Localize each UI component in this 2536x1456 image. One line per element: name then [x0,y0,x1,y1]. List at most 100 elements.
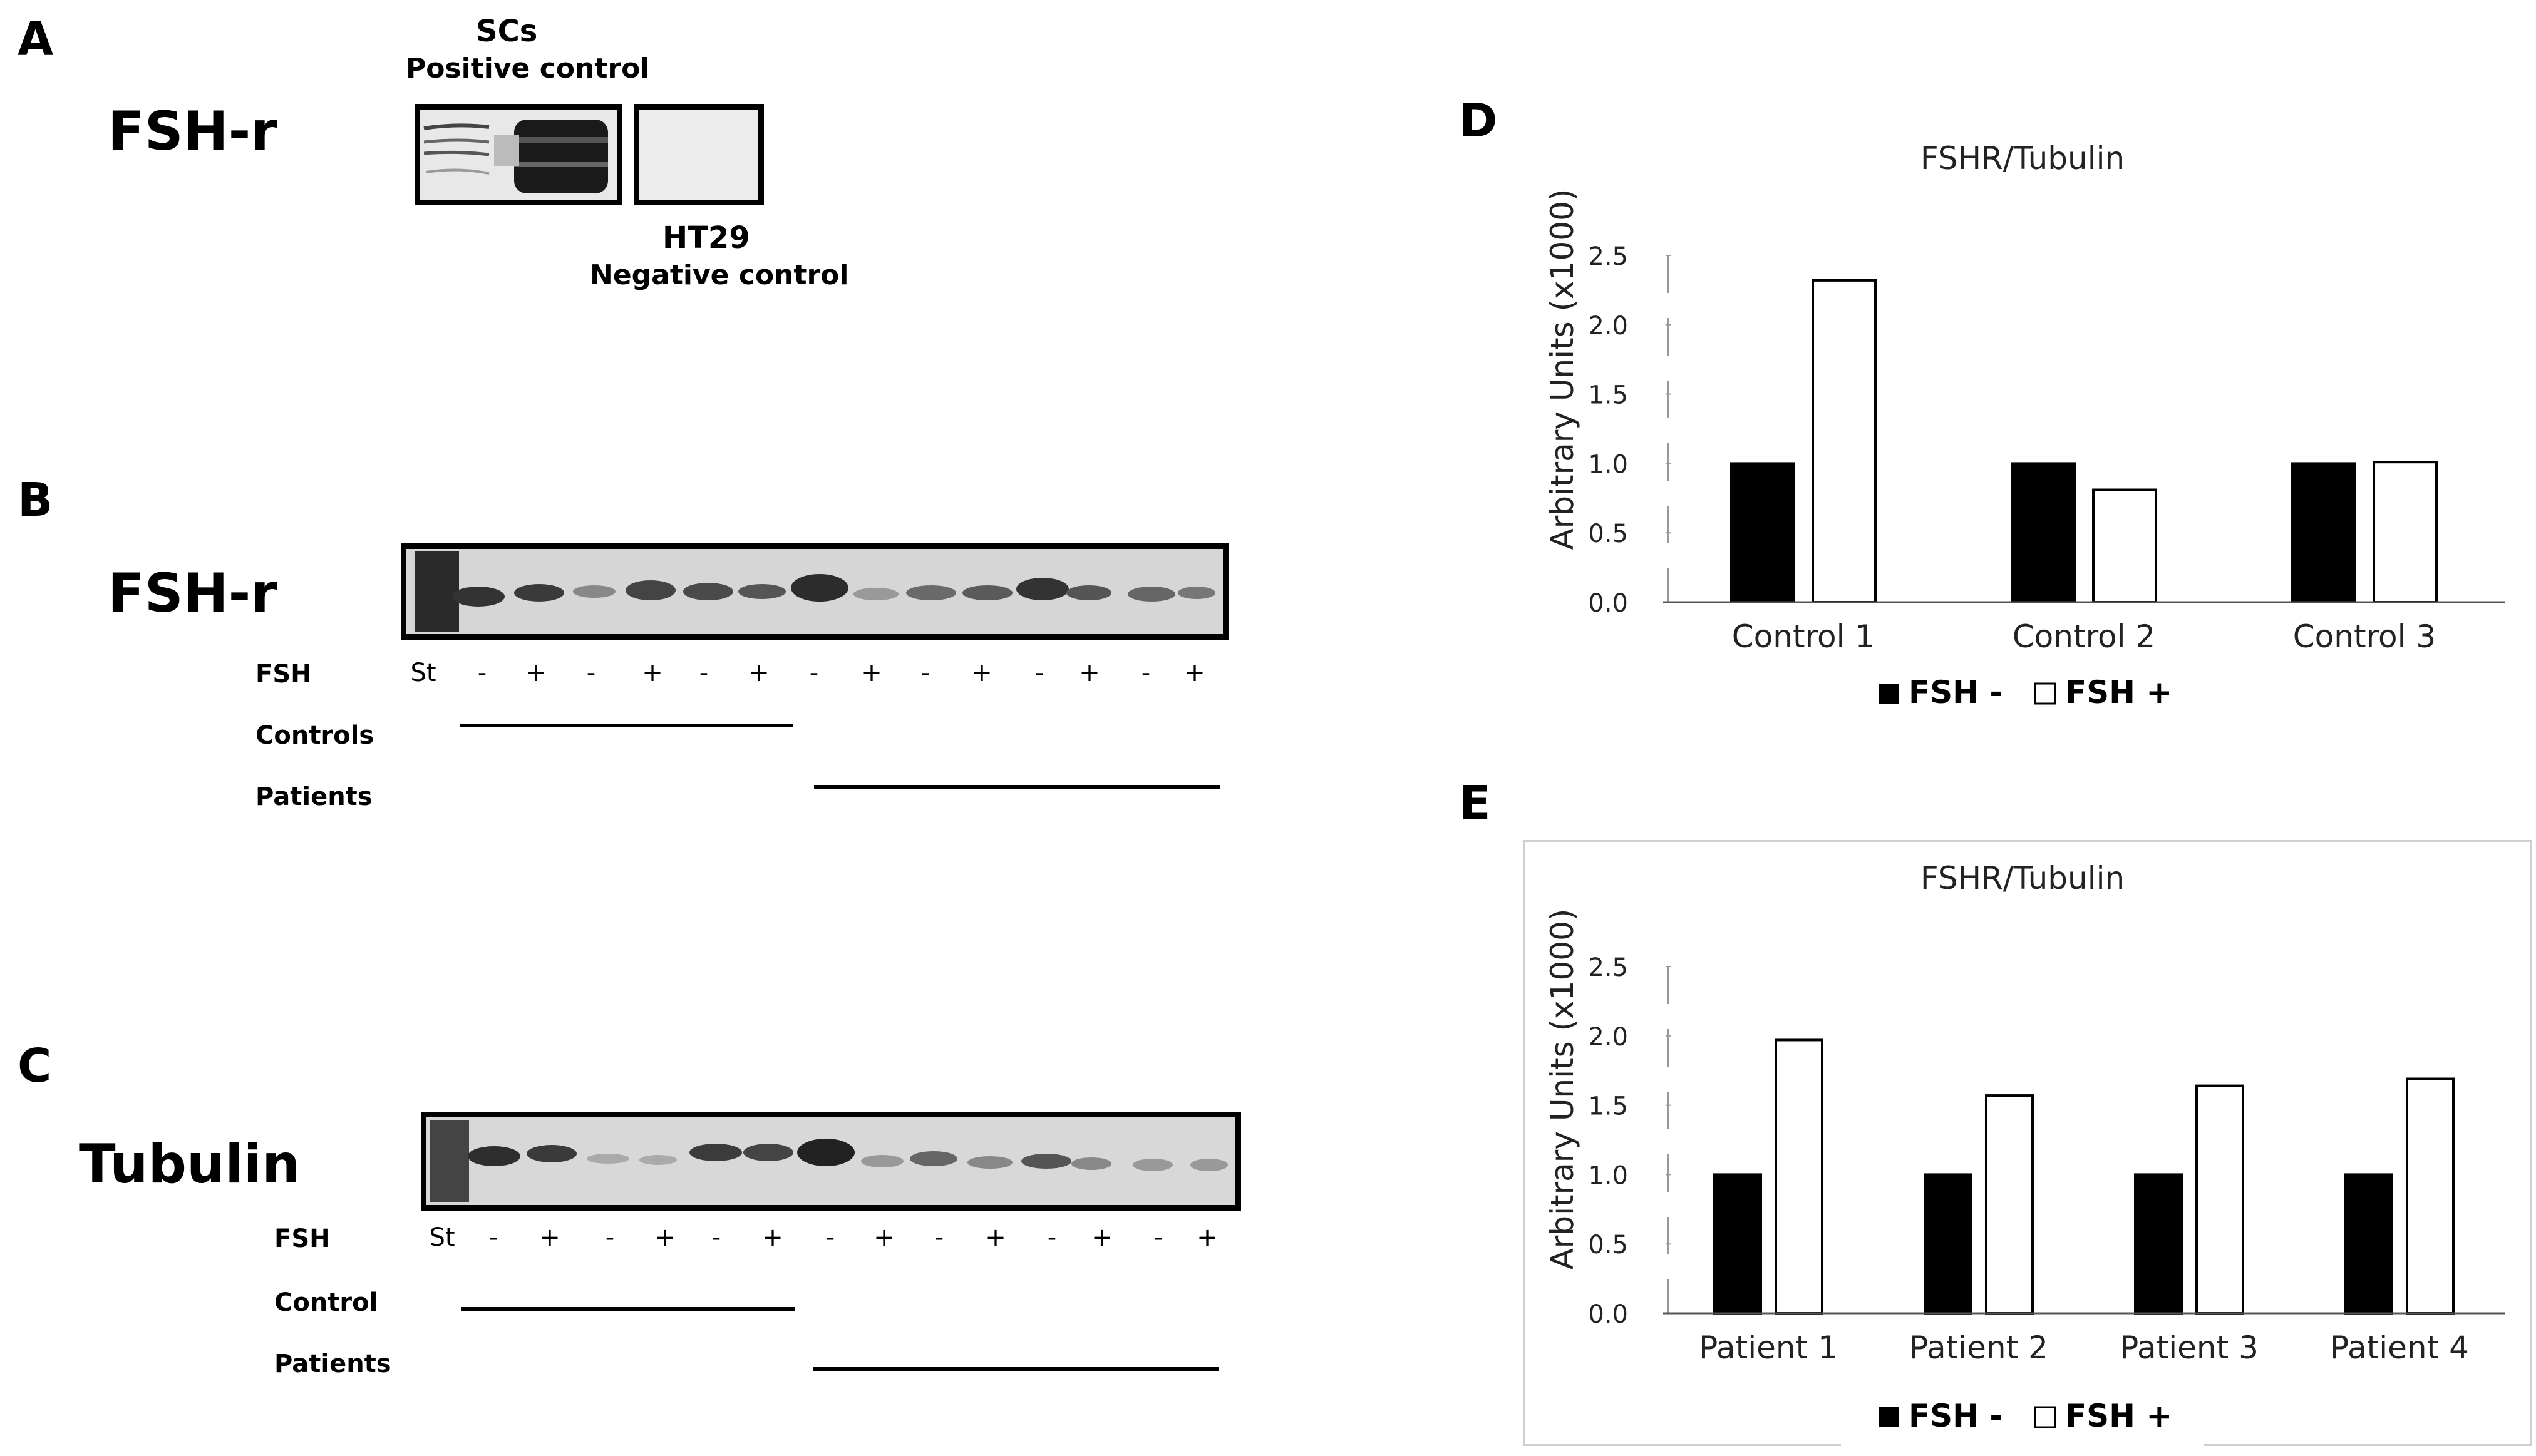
panel-c-control-label: Control [274,1288,378,1317]
panel-b-title: FSH-r [108,562,277,625]
panel-c-patients-label: Patients [274,1350,391,1378]
chart-e-legend: FSH - FSH + [1879,1398,2172,1434]
chart-e-xlabel-3: Patient 4 [2330,1330,2469,1366]
panel-c-lane-7: - [825,1223,835,1252]
panel-c-lane-1: - [488,1223,498,1252]
chart-d-title: FSHR/Tubulin [1920,140,2125,177]
panel-b-lane-4: + [642,659,663,687]
panel-b-bands [406,549,1223,634]
chart-d-bar-plus-0 [1812,279,1877,603]
positive-control-bands [420,110,617,200]
positive-control-subtitle: Positive control [406,53,650,85]
panel-b-letter: B [18,473,53,527]
chart-e-legend-plus: FSH + [2065,1398,2172,1434]
panel-b-blot [401,543,1229,640]
chart-d-bar-plus-2 [2373,461,2438,604]
panel-c-blot [421,1112,1241,1211]
negative-control-blot [634,104,764,205]
negative-control-title: HT29 [662,220,750,255]
panel-e-letter: E [1459,776,1491,830]
panel-b-lane-3: - [586,659,596,687]
chart-d-ytick-0: 0.0 [1588,589,1628,618]
panel-b-lane-10: + [971,659,992,687]
panel-c-lane-5: - [711,1223,721,1252]
panel-c-title: Tubulin [79,1133,301,1196]
chart-e-bar-plus-0 [1775,1038,1823,1315]
chart-e-title: FSHR/Tubulin [1920,860,2125,896]
panel-b-lane-0: St [410,659,436,687]
panel-b-controls-line [460,724,793,727]
chart-d-bar-minus-0 [1730,462,1795,604]
panel-c-lane-11: - [1047,1223,1057,1252]
panel-c-lane-2: + [539,1223,560,1252]
chart-d-ylabel: Arbitrary Units (x1000) [1544,189,1580,550]
panel-b-lane-8: + [861,659,882,687]
panel-b-lane-2: + [525,659,547,687]
positive-control-blot [415,104,622,205]
chart-d-bar-plus-1 [2092,488,2157,604]
chart-e-ytick-5: 2.5 [1588,953,1628,982]
positive-control-title: SCs [476,14,538,49]
panel-c-lane-14: + [1197,1223,1218,1252]
chart-e-bar-minus-3 [2344,1173,2393,1315]
panel-d-letter: D [1459,94,1498,148]
panel-c-lane-6: + [762,1223,783,1252]
chart-e-ytick-3: 1.5 [1588,1092,1628,1121]
panel-b-lane-6: + [748,659,770,687]
chart-e-ytick-1: 0.5 [1588,1231,1628,1259]
chart-e-xlabel-0: Patient 1 [1699,1330,1838,1366]
panel-b-lane-11: - [1034,659,1044,687]
chart-e-legend-minus: FSH - [1909,1398,2003,1434]
chart-e-legend-swatch-plus [2034,1406,2056,1428]
panel-a-title: FSH-r [108,100,277,163]
chart-e-xlabel-1: Patient 2 [1909,1330,2048,1366]
panel-c-lane-12: + [1091,1223,1113,1252]
panel-b-lane-1: - [477,659,487,687]
panel-c-lane-0: St [429,1223,455,1252]
chart-d-legend-minus: FSH - [1909,674,2003,710]
panel-c-patients-line [813,1367,1219,1371]
chart-d-xlabel-2: Control 3 [2293,618,2436,655]
panel-a-letter: A [18,13,54,66]
panel-b-fsh-label: FSH [255,660,312,689]
panel-b-patients-line [814,785,1220,789]
chart-e-ylabel: Arbitrary Units (x1000) [1544,909,1580,1270]
chart-e-ytick-2: 1.0 [1588,1161,1628,1190]
chart-e-xlabel-2: Patient 3 [2120,1330,2259,1366]
chart-d-bar-minus-2 [2291,462,2356,604]
chart-e-bar-minus-0 [1713,1173,1762,1315]
chart-e-bar-minus-2 [2134,1173,2183,1315]
chart-e-ytick-4: 2.0 [1588,1023,1628,1052]
panel-b-lane-7: - [809,659,819,687]
chart-d-xlabel-1: Control 2 [2013,618,2155,655]
chart-d-ytick-5: 2.5 [1588,242,1628,271]
chart-e-bar-plus-1 [1985,1094,2034,1315]
panel-c-control-line [461,1307,795,1311]
chart-d-legend-swatch-minus [1879,684,1899,704]
panel-b-lane-9: - [920,659,930,687]
chart-d-ytick-3: 1.5 [1588,381,1628,410]
panel-b-lane-13: - [1141,659,1151,687]
chart-d-ytick-2: 1.0 [1588,450,1628,479]
chart-e: FSHR/Tubulin Arbitrary Units (x1000) 0.0… [1544,860,2505,1452]
chart-e-legend-bg [1841,1421,2204,1452]
chart-d-bar-minus-1 [2011,462,2076,604]
chart-d-legend-swatch-plus [2034,682,2056,705]
panel-c-lane-3: - [605,1223,615,1252]
panel-c-bands [426,1117,1235,1205]
panel-c-fsh-label: FSH [274,1224,331,1253]
panel-c-lane-10: + [985,1223,1006,1252]
panel-b-controls-label: Controls [255,721,374,750]
chart-e-legend-swatch-minus [1879,1407,1899,1427]
chart-d-xlabel-0: Control 1 [1732,618,1875,655]
chart-e-bar-plus-2 [2195,1084,2244,1315]
panel-b-lane-5: - [699,659,709,687]
panel-c-lane-4: + [654,1223,676,1252]
chart-e-bar-plus-3 [2406,1077,2455,1315]
chart-d-legend-plus: FSH + [2065,674,2172,710]
panel-c-lane-8: + [874,1223,895,1252]
negative-control-subtitle: Negative control [590,259,849,291]
chart-e-bar-minus-1 [1924,1173,1972,1315]
panel-b-lane-12: + [1079,659,1100,687]
chart-e-ytick-0: 0.0 [1588,1300,1628,1329]
